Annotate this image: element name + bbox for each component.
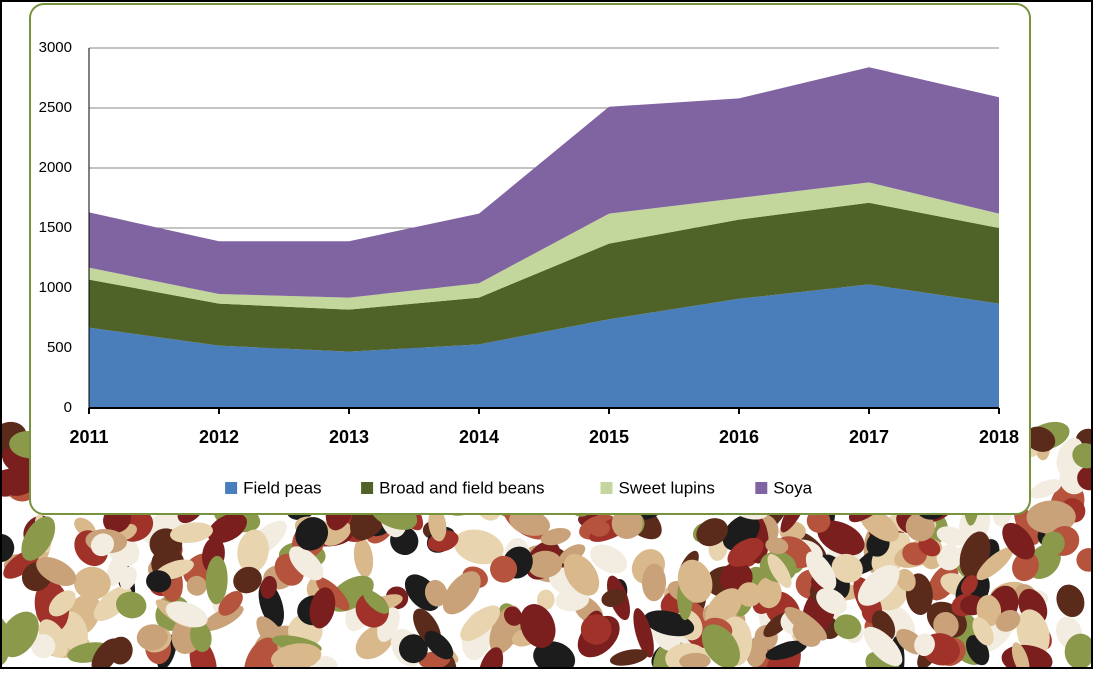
x-tick-label: 2017	[849, 427, 889, 447]
bean	[1076, 548, 1093, 573]
legend-label: Sweet lupins	[619, 478, 715, 497]
x-tick-label: 2018	[979, 427, 1019, 447]
legend-swatch	[225, 482, 237, 494]
y-tick-label: 1000	[39, 279, 72, 296]
x-tick-label: 2016	[719, 427, 759, 447]
x-tick-label: 2013	[329, 427, 369, 447]
page: {"chart_data": {"type": "stacked-area", …	[0, 0, 1093, 674]
legend-label: Soya	[773, 478, 812, 497]
bean	[1052, 580, 1089, 621]
legend-label: Broad and field beans	[379, 478, 544, 497]
y-tick-label: 1500	[39, 219, 72, 236]
y-tick-label: 500	[47, 339, 72, 356]
legend-swatch	[361, 482, 373, 494]
y-tick-label: 2000	[39, 159, 72, 176]
x-tick-label: 2014	[459, 427, 499, 447]
legend-label: Field peas	[243, 478, 321, 497]
y-tick-label: 2500	[39, 99, 72, 116]
x-tick-label: 2015	[589, 427, 629, 447]
legend-swatch	[601, 482, 613, 494]
y-tick-label: 3000	[39, 39, 72, 56]
chart: 0 500 1000 1500 2000 2500 3000 2011 2012 2013 2014…	[0, 0, 1093, 669]
y-tick-label: 0	[64, 399, 72, 416]
legend-swatch	[755, 482, 767, 494]
x-tick-label: 2012	[199, 427, 239, 447]
x-tick-label: 2011	[69, 427, 108, 447]
